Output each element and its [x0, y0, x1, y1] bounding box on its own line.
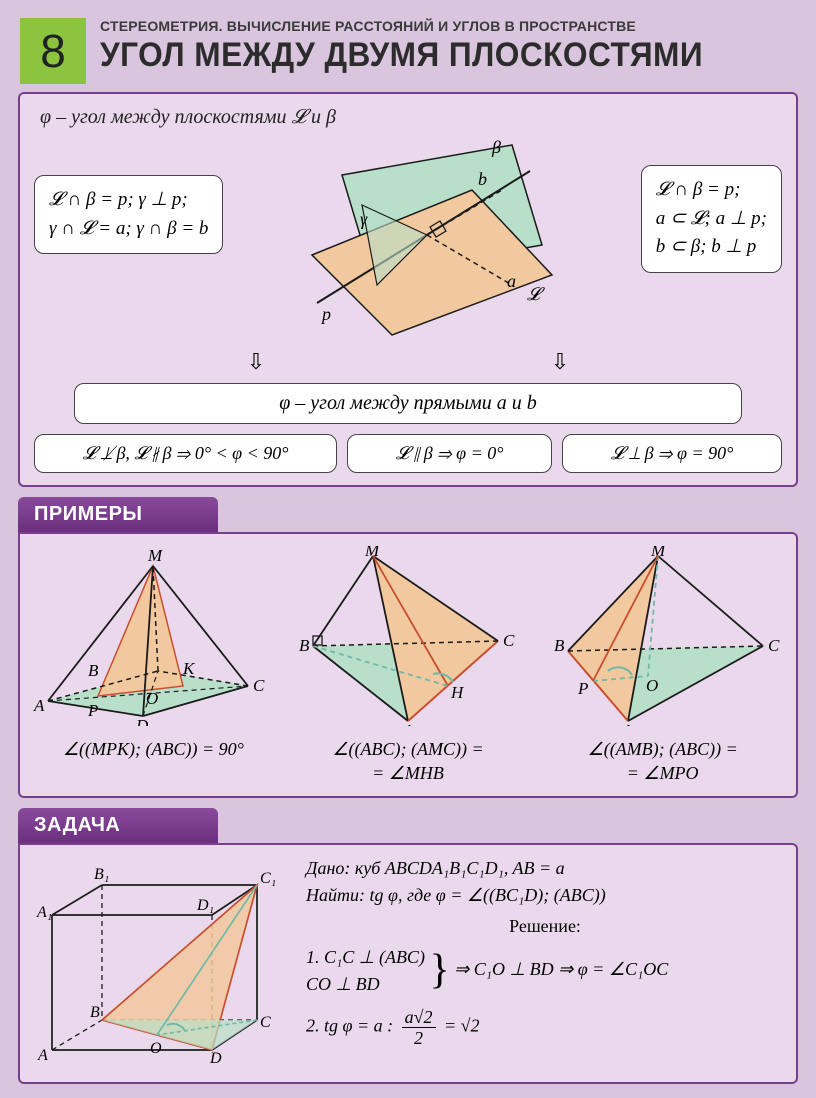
svg-text:B: B — [554, 636, 565, 655]
example-1-label: ∠((MPK); (ABC)) = 90° — [28, 737, 279, 761]
svg-text:M: M — [147, 546, 163, 565]
svg-text:A: A — [33, 696, 45, 715]
planes-figure: β 𝓛 γ p a b — [233, 135, 630, 345]
right-formula-box: 𝓛 ∩ β = p; a ⊂ 𝓛; a ⊥ p; b ⊂ β; b ⊥ p — [641, 165, 782, 273]
svg-text:A₁: A₁ — [36, 904, 52, 921]
solution-label: Решение: — [306, 913, 784, 940]
case-parallel: 𝓛 ∥ β ⇒ φ = 0° — [347, 434, 552, 473]
svg-text:C₁: C₁ — [260, 870, 276, 887]
svg-text:K: K — [182, 659, 196, 678]
svg-text:P: P — [577, 679, 588, 698]
svg-text:p: p — [320, 304, 331, 324]
left-formula-box: 𝓛 ∩ β = p; γ ⊥ p; γ ∩ 𝓛 = a; γ ∩ β = b — [34, 175, 223, 254]
svg-text:β: β — [491, 137, 501, 157]
svg-text:C: C — [253, 676, 265, 695]
svg-text:B: B — [88, 661, 99, 680]
svg-text:O: O — [646, 676, 658, 695]
case-general: 𝓛 ⊥̸ β, 𝓛 ∦ β ⇒ 0° < φ < 90° — [34, 434, 337, 473]
svg-text:C: C — [260, 1014, 271, 1031]
cube-figure: A₁ B₁ C₁ D₁ A B C D O — [32, 855, 292, 1070]
svg-text:b: b — [478, 169, 487, 189]
supertitle: СТЕРЕОМЕТРИЯ. ВЫЧИСЛЕНИЕ РАССТОЯНИЙ И УГ… — [100, 18, 796, 34]
examples-heading: ПРИМЕРЫ — [18, 497, 218, 532]
svg-text:O: O — [146, 689, 158, 708]
svg-text:a: a — [507, 271, 516, 291]
task-heading: ЗАДАЧА — [18, 808, 218, 843]
svg-text:γ: γ — [360, 209, 368, 229]
task-given: Дано: куб ABCDA₁B₁C₁D₁, AB = a — [306, 855, 784, 882]
task-text: Дано: куб ABCDA₁B₁C₁D₁, AB = a Найти: tg… — [306, 855, 784, 1070]
lesson-number: 8 — [20, 18, 86, 84]
case-perpendicular: 𝓛 ⊥ β ⇒ φ = 90° — [562, 434, 782, 473]
arrow-down-icon: ⇩ — [551, 345, 569, 379]
example-2: M B A C H ∠((ABC); (AMC)) = = ∠MHB — [283, 546, 534, 786]
svg-text:𝓛: 𝓛 — [527, 284, 545, 304]
svg-text:B₁: B₁ — [94, 866, 109, 883]
svg-text:D: D — [135, 716, 149, 726]
examples-panel: M A D C B P O K ∠((MPK); (ABC)) = 90° — [18, 532, 798, 798]
svg-text:O: O — [150, 1040, 162, 1057]
svg-text:D: D — [209, 1050, 222, 1065]
svg-text:A: A — [402, 721, 414, 726]
phi-definition: φ – угол между плоскостями 𝓛 и β — [34, 104, 782, 135]
definition-panel: φ – угол между плоскостями 𝓛 и β 𝓛 ∩ β =… — [18, 92, 798, 487]
svg-text:A: A — [37, 1047, 48, 1064]
svg-text:H: H — [450, 683, 465, 702]
svg-text:A: A — [621, 721, 633, 726]
example-1: M A D C B P O K ∠((MPK); (ABC)) = 90° — [28, 546, 279, 786]
task-find: Найти: tg φ, где φ = ∠((BC₁D); (ABC)) — [306, 882, 784, 909]
example-3-label: ∠((AMB); (ABC)) = = ∠MPO — [537, 737, 788, 786]
svg-text:D₁: D₁ — [196, 897, 214, 914]
conclusion-box: φ – угол между прямыми a и b — [74, 383, 742, 424]
task-panel: A₁ B₁ C₁ D₁ A B C D O Дано: куб ABCDA₁B₁… — [18, 843, 798, 1084]
svg-text:M: M — [650, 546, 666, 560]
example-3: M B A C O P ∠((AMB); (ABC)) = = ∠MPO — [537, 546, 788, 786]
arrow-down-icon: ⇩ — [247, 345, 265, 379]
svg-text:C: C — [768, 636, 780, 655]
svg-text:C: C — [503, 631, 515, 650]
cases-row: 𝓛 ⊥̸ β, 𝓛 ∦ β ⇒ 0° < φ < 90° 𝓛 ∥ β ⇒ φ =… — [34, 434, 782, 473]
svg-text:B: B — [90, 1004, 100, 1021]
arrows: ⇩ ⇩ — [34, 345, 782, 379]
svg-text:P: P — [87, 701, 98, 720]
main-title: УГОЛ МЕЖДУ ДВУМЯ ПЛОСКОСТЯМИ — [100, 36, 747, 75]
header: 8 СТЕРЕОМЕТРИЯ. ВЫЧИСЛЕНИЕ РАССТОЯНИЙ И … — [0, 0, 816, 92]
svg-text:M: M — [364, 546, 380, 560]
svg-text:B: B — [299, 636, 310, 655]
example-2-label: ∠((ABC); (AMC)) = = ∠MHB — [283, 737, 534, 786]
